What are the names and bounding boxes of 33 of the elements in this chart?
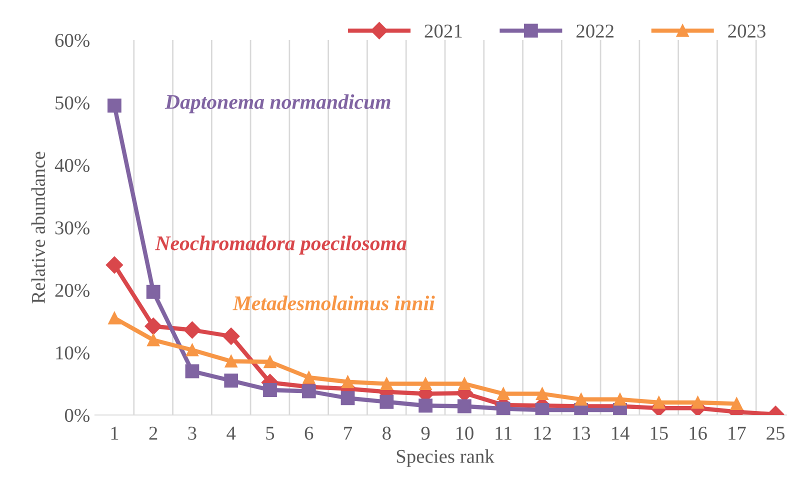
x-axis-title: Species rank xyxy=(396,449,494,467)
x-tick-label: 16 xyxy=(690,426,707,440)
x-tick-label: 7 xyxy=(344,426,352,440)
y-tick-label: 40% xyxy=(54,158,90,172)
x-tick-label: 17 xyxy=(728,426,746,440)
x-tick-label: 4 xyxy=(226,426,236,440)
x-tick-label: 11 xyxy=(496,426,512,440)
y-tick-label: 50% xyxy=(56,96,90,110)
x-tick-label: 3 xyxy=(188,426,196,440)
y-tick-label: 10% xyxy=(56,346,90,360)
x-tick-label: 13 xyxy=(573,426,590,440)
x-tick-label: 9 xyxy=(421,426,430,440)
x-tick-label: 1 xyxy=(111,426,118,440)
annotation: Neochromadora poecilosoma xyxy=(155,236,406,255)
legend-label: 2022 xyxy=(576,24,614,38)
legend-label: 2021 xyxy=(424,24,462,38)
x-tick-label: 12 xyxy=(534,426,551,440)
x-tick-label: 5 xyxy=(266,426,274,440)
y-tick-label: 20% xyxy=(55,284,90,297)
y-tick-label: 0% xyxy=(64,408,90,422)
x-tick-label: 6 xyxy=(304,426,314,440)
x-tick-label: 8 xyxy=(382,426,391,440)
x-tick-label: 10 xyxy=(456,426,474,440)
annotation: Metadesmolaimus innii xyxy=(232,296,435,310)
x-tick-label: 15 xyxy=(650,426,668,440)
y-tick-label: 60% xyxy=(55,34,90,47)
y-tick-label: 30% xyxy=(55,221,90,234)
x-tick-label: 25 xyxy=(766,426,785,440)
legend-label: 2023 xyxy=(728,24,766,38)
y-axis-title: Relative abundance xyxy=(31,152,45,304)
annotation: Daptonema normandicum xyxy=(164,94,390,114)
x-tick-label: 2 xyxy=(149,426,158,440)
x-tick-label: 14 xyxy=(612,426,630,440)
